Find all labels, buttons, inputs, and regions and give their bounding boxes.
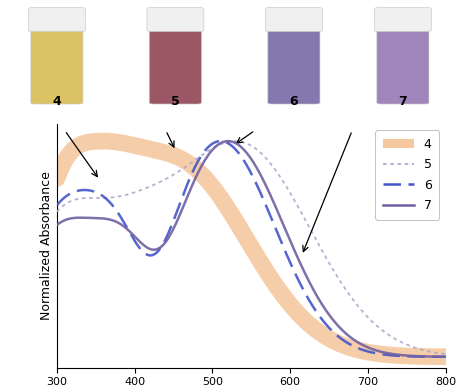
Y-axis label: Normalized Absorbance: Normalized Absorbance: [40, 171, 53, 320]
FancyBboxPatch shape: [268, 24, 320, 104]
FancyBboxPatch shape: [147, 8, 204, 31]
Text: 6: 6: [290, 95, 298, 108]
Text: 4: 4: [53, 95, 61, 108]
FancyBboxPatch shape: [149, 24, 201, 104]
Text: 7: 7: [399, 95, 407, 108]
FancyBboxPatch shape: [31, 24, 83, 104]
FancyBboxPatch shape: [265, 8, 322, 31]
FancyBboxPatch shape: [377, 24, 429, 104]
FancyBboxPatch shape: [374, 8, 431, 31]
Legend: 4, 5, 6, 7: 4, 5, 6, 7: [375, 130, 439, 219]
Text: 5: 5: [171, 95, 180, 108]
FancyBboxPatch shape: [28, 8, 85, 31]
